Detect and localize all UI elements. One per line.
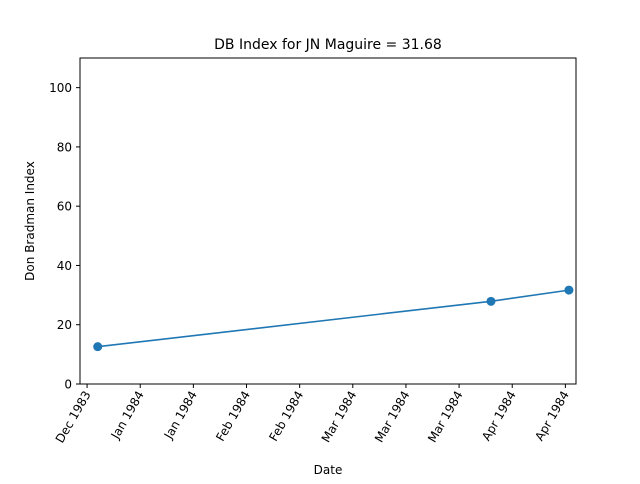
y-axis-label: Don Bradman Index (23, 161, 37, 281)
data-point (93, 342, 103, 352)
y-tick-label: 40 (57, 259, 72, 273)
y-tick-label: 80 (57, 140, 72, 154)
y-tick-label: 100 (49, 81, 72, 95)
y-tick-label: 0 (64, 378, 72, 392)
chart-title: DB Index for JN Maguire = 31.68 (214, 37, 442, 53)
plot-area-frame (79, 57, 577, 385)
x-axis-label: Date (314, 463, 343, 477)
y-axis-ticks: 0 20 40 60 80 100 (49, 81, 80, 392)
series-layer (93, 285, 574, 352)
y-tick-label: 20 (57, 318, 72, 332)
y-tick-label: 60 (57, 200, 72, 214)
data-point (564, 285, 574, 295)
data-point (486, 296, 496, 306)
